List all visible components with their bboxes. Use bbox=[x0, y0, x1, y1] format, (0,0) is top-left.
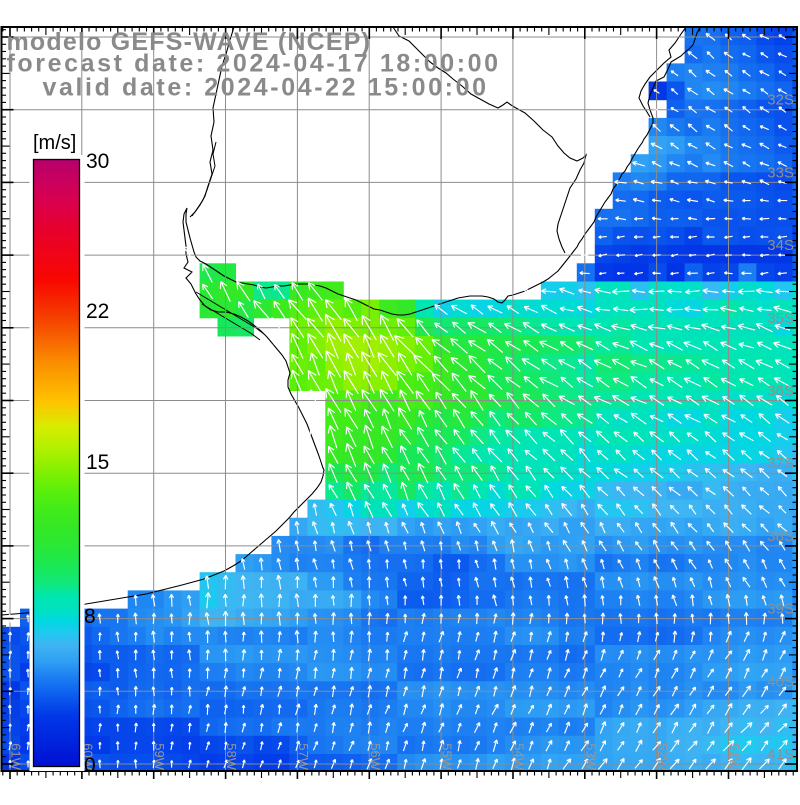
svg-text:58W: 58W bbox=[224, 743, 239, 770]
svg-text:55W: 55W bbox=[440, 743, 455, 770]
svg-text:61W: 61W bbox=[9, 743, 24, 770]
svg-text:30: 30 bbox=[86, 150, 109, 173]
svg-text:38S: 38S bbox=[767, 528, 794, 545]
svg-text:32S: 32S bbox=[767, 92, 794, 109]
svg-text:54W: 54W bbox=[511, 743, 526, 770]
svg-text:39S: 39S bbox=[767, 601, 794, 618]
svg-text:59W: 59W bbox=[152, 743, 167, 770]
svg-text:57W: 57W bbox=[296, 743, 311, 770]
svg-text:56W: 56W bbox=[368, 743, 383, 770]
svg-text:valid date: 2024-04-22 15:00:0: valid date: 2024-04-22 15:00:00 bbox=[43, 74, 489, 102]
svg-text:22: 22 bbox=[86, 300, 109, 323]
svg-text:forecast date: 2024-04-17 18:0: forecast date: 2024-04-17 18:00:00 bbox=[7, 50, 501, 78]
svg-text:15: 15 bbox=[86, 451, 109, 474]
svg-text:40S: 40S bbox=[767, 673, 794, 690]
svg-text:34S: 34S bbox=[767, 237, 794, 254]
svg-text:[m/s]: [m/s] bbox=[33, 132, 76, 154]
svg-text:33S: 33S bbox=[767, 164, 794, 181]
svg-text:53W: 53W bbox=[583, 743, 598, 770]
svg-text:8: 8 bbox=[84, 605, 96, 628]
svg-text:0: 0 bbox=[84, 754, 96, 777]
svg-text:41S: 41S bbox=[767, 746, 794, 763]
svg-text:36S: 36S bbox=[767, 383, 794, 400]
svg-text:52W: 52W bbox=[655, 743, 670, 770]
svg-text:35S: 35S bbox=[767, 310, 794, 327]
svg-text:modelo GEFS-WAVE (NCEP): modelo GEFS-WAVE (NCEP) bbox=[7, 28, 372, 56]
svg-text:37S: 37S bbox=[767, 455, 794, 472]
svg-text:51W: 51W bbox=[727, 743, 742, 770]
